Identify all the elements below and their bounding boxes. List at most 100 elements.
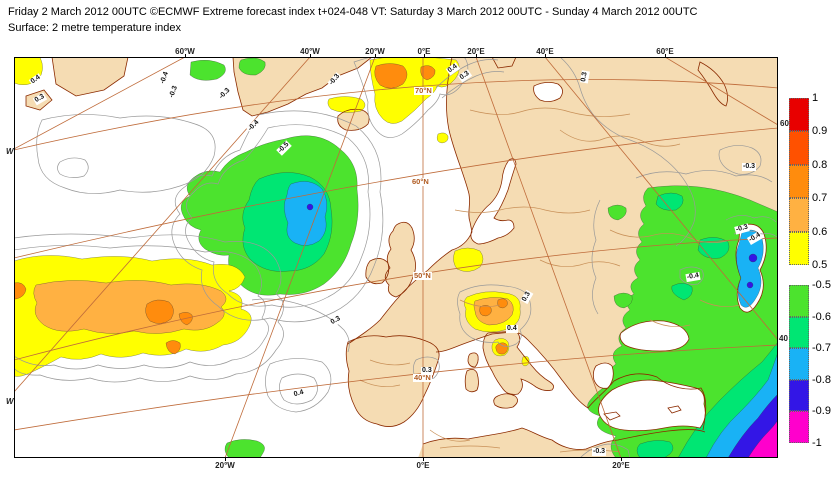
efi-caspian-blue <box>746 281 754 289</box>
efi-yellow-blob <box>436 132 449 144</box>
land-contours <box>359 107 741 453</box>
colorbar-label: -0.5 <box>812 279 831 291</box>
iceland-land <box>337 109 370 131</box>
colorbar-label: -0.7 <box>812 342 831 355</box>
efi-alps-dark-orange <box>479 305 492 317</box>
meridian-20w <box>224 58 376 457</box>
efi-sw-dark-orange <box>145 299 174 324</box>
colorbar-label: -0.8 <box>812 373 831 386</box>
bottom-axis-label: 20°W <box>215 461 235 470</box>
baltic-sea <box>470 158 517 245</box>
colorbar-label: -1 <box>812 437 822 449</box>
efi-corner-magenta <box>748 421 777 457</box>
iberia-land <box>346 335 440 427</box>
efi-alps-dark-orange <box>497 298 508 309</box>
efi-east-springgreen <box>655 192 684 211</box>
axis-tick <box>225 458 226 461</box>
black-sea <box>619 320 690 352</box>
efi-east-springgreen <box>671 283 693 301</box>
header-line-1: Friday 2 March 2012 00UTC ©ECMWF Extreme… <box>8 6 698 18</box>
bottom-axis-label: 0°E <box>416 461 430 470</box>
colorbar-label: 0.7 <box>812 192 828 205</box>
efi-atlantic-blue-dot <box>306 203 314 211</box>
efi-atlantic-cyan <box>284 181 328 246</box>
axis-tick <box>423 458 424 461</box>
meridian-20e <box>475 58 622 457</box>
colorbar-label: 0.6 <box>812 225 828 238</box>
contour-label: 0.4 <box>506 325 518 333</box>
header-line-2: Surface: 2 metre temperature index <box>8 22 182 34</box>
contour-label: -0.3 <box>592 448 607 456</box>
efi-sw-orange <box>33 280 227 334</box>
graticule-label: 60°N <box>411 177 430 186</box>
efi-green-blob <box>238 58 266 76</box>
right-edge-label: 40 <box>779 334 788 343</box>
efi-sw-dark-orange <box>15 282 27 300</box>
efi-orange-blob <box>420 65 436 81</box>
corsica-land <box>468 352 479 367</box>
canada-land <box>52 58 128 96</box>
coastlines <box>25 58 728 450</box>
sicily-land <box>493 393 518 409</box>
parallel-40n <box>15 344 777 431</box>
graticule-label: 50°N <box>413 271 432 280</box>
colorbar-label: -0.9 <box>812 405 831 418</box>
colorbar-cell <box>789 164 809 199</box>
colorbar-cell <box>789 231 809 265</box>
axis-tick <box>665 54 666 57</box>
meridian-40e <box>545 58 777 340</box>
colorbar-cell <box>789 379 809 412</box>
colorbar-label: 0.9 <box>812 125 828 138</box>
map-svg <box>15 58 777 457</box>
white-sea <box>533 82 563 102</box>
right-edge-label: 60 <box>780 119 789 128</box>
axis-tick <box>476 54 477 57</box>
aegean-sea <box>592 362 614 389</box>
colorbar-label: 0.8 <box>812 158 828 171</box>
axis-tick <box>375 54 376 57</box>
colorbar-label: 0.5 <box>812 259 828 271</box>
left-edge-label: W <box>6 397 14 406</box>
efi-small-green <box>607 204 627 221</box>
efi-east-springgreen <box>697 237 730 259</box>
top-axis-label: 60°W <box>175 47 195 56</box>
colorbar-cell <box>789 198 809 232</box>
top-axis-label: 20°W <box>365 47 385 56</box>
top-axis-label: 60°E <box>656 47 674 56</box>
graticule-label: 70°N <box>414 86 433 95</box>
sardinia-land <box>465 369 479 392</box>
axis-tick <box>621 458 622 461</box>
colorbar-cell <box>789 316 809 349</box>
colorbar-cell <box>789 98 809 132</box>
parallel-60n <box>15 127 777 259</box>
contour-label: -0.3 <box>742 163 757 171</box>
efi-orange-blob <box>374 63 408 89</box>
meridian-60e <box>665 58 777 125</box>
efi-sw-dark-orange <box>165 340 181 355</box>
parallel-70n <box>15 79 777 151</box>
left-edge-label: W <box>6 147 14 156</box>
ireland-land <box>365 258 389 284</box>
colorbar-cell <box>789 285 809 317</box>
contour-label: 0.3 <box>421 367 433 375</box>
axis-tick <box>185 54 186 57</box>
graticule-lines <box>15 58 777 457</box>
parallel-50n <box>15 237 777 361</box>
graticule-label: 40°N <box>413 373 432 382</box>
bottom-axis-label: 20°E <box>612 461 630 470</box>
axis-tick <box>310 54 311 57</box>
top-axis-label: 0°E <box>417 47 431 56</box>
axis-tick <box>424 54 425 57</box>
colorbar-label: 1 <box>812 92 819 104</box>
efi-small-green <box>613 292 633 309</box>
colorbar-cell <box>789 411 809 443</box>
efi-caspian-blue <box>748 253 758 263</box>
top-axis-label: 40°E <box>536 47 554 56</box>
map-canvas <box>14 57 778 458</box>
colorbar-cell <box>789 348 809 380</box>
colorbar-cell <box>789 131 809 165</box>
caspian-efi <box>736 229 764 308</box>
efi-green-blob <box>189 59 226 81</box>
top-axis-label: 40°W <box>300 47 320 56</box>
